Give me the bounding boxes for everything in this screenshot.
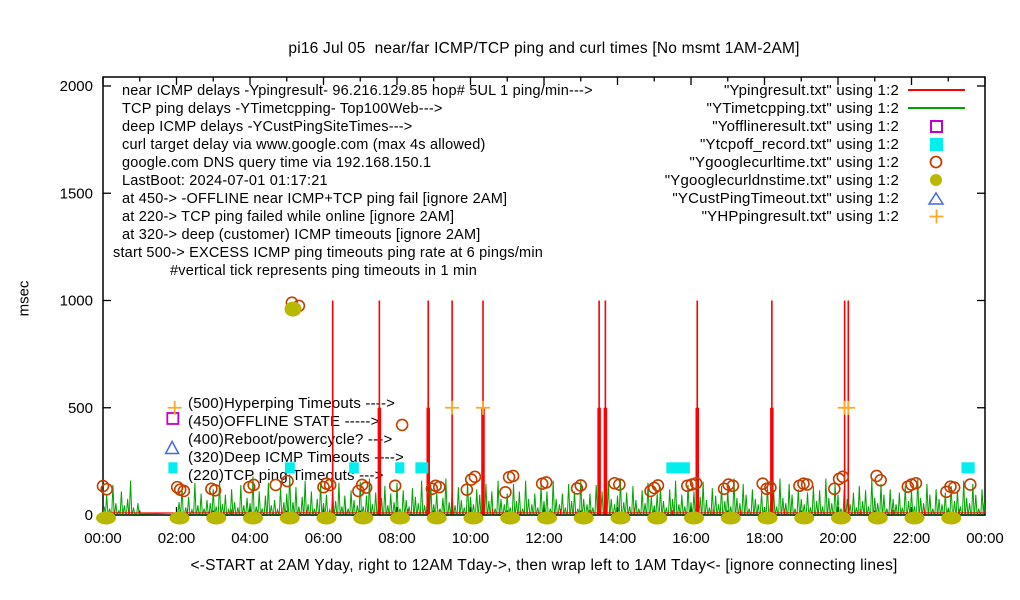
plus-icon — [929, 209, 943, 223]
info-line: deep ICMP delays -YCustPingSiteTimes---> — [122, 119, 413, 135]
open-triangle-icon — [927, 191, 945, 205]
open-circle-icon — [929, 155, 943, 169]
series-offline-square — [166, 412, 180, 425]
legend-item-label: "Ytcpoff_record.txt" using 1:2 — [700, 135, 899, 153]
y-tick-label: 1000 — [60, 293, 93, 310]
legend-key — [905, 137, 967, 152]
info-line: near ICMP delays -Ypingresult- 96.216.12… — [122, 83, 593, 99]
legend-item-label: "YHPpingresult.txt" using 1:2 — [701, 207, 899, 225]
legend-item: "Ypingresult.txt" using 1:2 — [665, 81, 967, 99]
legend-key — [905, 154, 967, 170]
legend: "Ypingresult.txt" using 1:2 "YTimetcpping… — [665, 81, 967, 225]
info-line: TCP ping delays -YTimetcpping- Top100Web… — [122, 101, 443, 117]
legend-item-label: "Ypingresult.txt" using 1:2 — [723, 81, 899, 99]
legend-item: "YHPpingresult.txt" using 1:2 — [665, 207, 967, 225]
x-tick-label: 20:00 — [819, 530, 857, 547]
legend-item: "YCustPingTimeout.txt" using 1:2 — [665, 189, 967, 207]
legend-key — [905, 89, 967, 91]
info-line: at 320-> deep (customer) ICMP timeouts [… — [122, 227, 481, 243]
x-tick-label: 18:00 — [746, 530, 784, 547]
legend-item-label: "Ygooglecurldnstime.txt" using 1:2 — [664, 171, 899, 189]
x-tick-label: 06:00 — [305, 530, 343, 547]
x-axis-label: <-START at 2AM Yday, right to 12AM Tday-… — [190, 557, 898, 574]
legend-key — [905, 208, 967, 225]
legend-item: "Yofflineresult.txt" using 1:2 — [665, 117, 967, 135]
chart-title: pi16 Jul 05 near/far ICMP/TCP ping and c… — [288, 40, 800, 57]
legend-key — [905, 119, 967, 134]
info-line: at 450-> -OFFLINE near ICMP+TCP ping fai… — [122, 191, 508, 207]
x-tick-label: 02:00 — [158, 530, 196, 547]
y-tick-label: 1500 — [60, 185, 93, 202]
info-line: google.com DNS query time via 192.168.15… — [122, 155, 432, 171]
x-tick-label: 00:00 — [84, 530, 122, 547]
legend-item: "Ytcpoff_record.txt" using 1:2 — [665, 135, 967, 153]
legend-item-label: "Yofflineresult.txt" using 1:2 — [712, 117, 899, 135]
info-line: at 220-> TCP ping failed while online [i… — [122, 209, 455, 225]
level-annotation: (220)TCP ping Timeouts ---> — [188, 467, 384, 484]
level-annotation: (320)Deep ICMP Timeouts ----> — [188, 449, 405, 466]
legend-item-label: "Ygooglecurltime.txt" using 1:2 — [689, 153, 899, 171]
x-tick-label: 04:00 — [231, 530, 269, 547]
y-tick-label: 500 — [68, 400, 93, 417]
legend-item-label: "YCustPingTimeout.txt" using 1:2 — [672, 189, 899, 207]
legend-key — [905, 191, 967, 206]
legend-key — [905, 172, 967, 188]
x-tick-label: 14:00 — [599, 530, 637, 547]
y-axis-label: msec — [15, 280, 33, 317]
x-tick-label: 10:00 — [452, 530, 490, 547]
info-line: #vertical tick represents ping timeouts … — [170, 263, 477, 279]
level-annotation: (450)OFFLINE STATE -----> — [188, 413, 380, 430]
info-line: LastBoot: 2024-07-01 01:17:21 — [122, 173, 328, 189]
plot-info-text-block: near ICMP delays -Ypingresult- 96.216.12… — [113, 82, 593, 280]
legend-item: "Ygooglecurldnstime.txt" using 1:2 — [665, 171, 967, 189]
filled-circle-icon — [930, 174, 942, 186]
y-tick-label: 2000 — [60, 78, 93, 95]
filled-square-icon — [929, 137, 943, 151]
info-line: curl target delay via www.google.com (ma… — [122, 137, 486, 153]
level-annotations: (500)Hyperping Timeouts ----> (450)OFFLIN… — [188, 395, 404, 485]
x-tick-label: 22:00 — [893, 530, 931, 547]
legend-line-sample-icon — [907, 107, 965, 109]
legend-key — [905, 107, 967, 109]
legend-item-label: "YTimetcpping.txt" using 1:2 — [706, 99, 899, 117]
legend-item: "YTimetcpping.txt" using 1:2 — [665, 99, 967, 117]
legend-item: "Ygooglecurltime.txt" using 1:2 — [665, 153, 967, 171]
legend-line-sample-icon — [907, 89, 965, 91]
x-tick-label: 08:00 — [378, 530, 416, 547]
y-tick-label: 0 — [85, 507, 93, 524]
x-tick-label: 16:00 — [672, 530, 710, 547]
open-square-icon — [929, 119, 943, 133]
level-annotation: (500)Hyperping Timeouts ----> — [188, 395, 396, 412]
level-annotation: (400)Reboot/powercycle? ---> — [188, 431, 393, 448]
info-line: start 500-> EXCESS ICMP ping timeouts pi… — [113, 245, 544, 261]
x-tick-label: 00:00 — [966, 530, 1004, 547]
series-deep-icmp-triangle — [164, 439, 180, 455]
x-tick-label: 12:00 — [525, 530, 563, 547]
